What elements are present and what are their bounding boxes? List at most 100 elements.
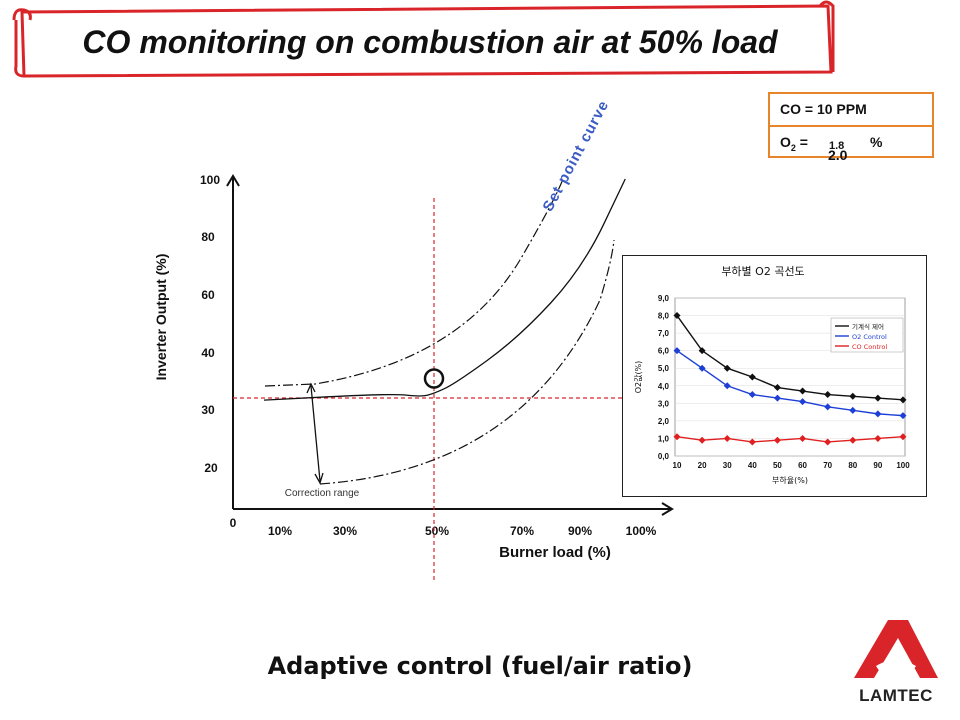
sub-x-tick-label: 100 — [896, 461, 910, 470]
sub-x-tick-label: 70 — [823, 461, 832, 470]
x-axis-title: Burner load (%) — [499, 544, 611, 561]
x-tick-label: 10% — [268, 524, 292, 538]
sub-y-tick-label: 3,0 — [658, 399, 670, 408]
sub-data-point — [849, 436, 857, 444]
title-banner — [12, 0, 835, 78]
sub-data-point — [773, 436, 781, 444]
o2-curve-chart-frame: 부하별 O2 곡선도 0,0 1,0 2,0 3,0 4,0 5,0 6,0 7,0 8,0 9,0… — [622, 255, 927, 497]
sub-data-point — [673, 433, 681, 441]
o2-value-small: 1.8 — [829, 140, 845, 152]
correction-arrow-head-bottom — [314, 472, 324, 485]
set-point-curve — [263, 178, 626, 401]
x-axis-arrow — [661, 502, 674, 516]
y-tick-label: 20 — [204, 461, 218, 475]
sub-data-point — [799, 387, 807, 395]
o2-label: O2 = — [780, 134, 808, 153]
y-tick-label: 60 — [201, 288, 215, 302]
x-tick-label: 50% — [425, 524, 449, 538]
sub-data-point — [799, 434, 807, 442]
sub-y-tick-label: 5,0 — [658, 364, 670, 373]
y-tick-label: 30 — [201, 403, 215, 417]
y-tick-label: 100 — [200, 173, 220, 187]
x-tick-label: 100% — [626, 524, 657, 538]
sub-data-point — [824, 438, 832, 446]
sub-legend-label: O2 Control — [852, 333, 887, 341]
sub-data-point — [748, 391, 756, 399]
sub-series-line — [676, 350, 904, 417]
sub-x-axis-title: 부하율(%) — [772, 475, 808, 485]
sub-data-point — [723, 434, 731, 442]
sub-y-tick-label: 2,0 — [658, 417, 670, 426]
sub-x-tick-label: 40 — [748, 461, 757, 470]
sub-y-tick-label: 0,0 — [658, 452, 670, 461]
sub-x-tick-label: 20 — [698, 461, 707, 470]
sub-data-point — [874, 410, 882, 418]
y-tick-label: 0 — [230, 516, 237, 530]
o2-curve-chart: 부하별 O2 곡선도 0,0 1,0 2,0 3,0 4,0 5,0 6,0 7,0 8,0 9,0… — [633, 264, 910, 485]
x-tick-label: 30% — [333, 524, 357, 538]
sub-y-tick-label: 7,0 — [658, 329, 670, 338]
sub-x-tick-label: 90 — [873, 461, 882, 470]
lamtec-logo — [854, 620, 938, 678]
sub-x-tick-label: 50 — [773, 461, 782, 470]
co-value-row: CO = 10 PPM — [780, 101, 867, 117]
sub-y-axis-title: O2값(%) — [633, 361, 643, 394]
upper-band — [264, 178, 564, 387]
footer-caption: Adaptive control (fuel/air ratio) — [267, 652, 693, 680]
sub-x-tick-label: 80 — [848, 461, 857, 470]
sub-data-point — [723, 364, 731, 372]
sub-x-tick-label: 30 — [723, 461, 732, 470]
sub-data-point — [698, 436, 706, 444]
o2-value-large: 2.0 — [828, 147, 848, 163]
sub-y-tick-label: 1,0 — [658, 434, 670, 443]
sub-data-point — [899, 412, 907, 420]
lower-band — [319, 239, 615, 485]
sub-data-point — [824, 391, 832, 399]
setpoint-chart: 0 20 30 40 60 80 100 10% 30% 50% 70% 90% 100% Burner … — [153, 97, 674, 582]
sub-x-tick-label: 10 — [673, 461, 682, 470]
sub-data-point — [849, 392, 857, 400]
sub-data-point — [849, 406, 857, 414]
operating-point-marker — [423, 368, 445, 389]
sub-data-point — [899, 396, 907, 404]
o2-unit: % — [870, 134, 883, 150]
sub-chart-title: 부하별 O2 곡선도 — [721, 264, 804, 278]
sub-series-line — [676, 435, 904, 443]
correction-arrow-head-top — [306, 382, 316, 394]
sub-data-point — [799, 398, 807, 406]
sub-data-point — [723, 382, 731, 390]
sub-y-tick-label: 6,0 — [658, 347, 670, 356]
o2-value-row: O2 = 1.8 2.0 % — [770, 125, 932, 163]
sub-data-point — [748, 438, 756, 446]
x-tick-label: 70% — [510, 524, 534, 538]
sub-data-point — [773, 394, 781, 402]
sub-y-tick-label: 8,0 — [658, 312, 670, 321]
co-o2-panel: CO = 10 PPM O2 = 1.8 2.0 % — [768, 92, 934, 163]
sub-x-tick-label: 60 — [798, 461, 807, 470]
sub-data-point — [698, 347, 706, 355]
page-title: CO monitoring on combustion air at 50% l… — [82, 24, 778, 60]
sub-y-tick-label: 4,0 — [658, 382, 670, 391]
sub-data-point — [673, 347, 681, 355]
x-tick-label: 90% — [568, 524, 592, 538]
sub-data-point — [874, 434, 882, 442]
y-axis-arrow — [226, 174, 240, 187]
sub-y-tick-label: 9,0 — [658, 294, 670, 303]
y-tick-label: 80 — [201, 230, 215, 244]
y-axis-title: Inverter Output (%) — [153, 254, 169, 381]
y-tick-label: 40 — [201, 346, 215, 360]
sub-legend-label: CO Control — [852, 343, 887, 351]
sub-data-point — [824, 403, 832, 411]
sub-legend-label: 기계식 제어 — [852, 322, 884, 331]
correction-range-label: Correction range — [285, 488, 360, 499]
sub-data-point — [673, 312, 681, 320]
sub-data-point — [748, 373, 756, 381]
set-point-curve-label: Set point curve — [540, 97, 613, 214]
sub-data-point — [899, 433, 907, 441]
lamtec-logo-text: LAMTEC — [859, 686, 933, 705]
sub-series-line — [676, 315, 904, 401]
correction-range-arrow — [310, 385, 321, 482]
sub-data-point — [773, 384, 781, 392]
sub-data-point — [698, 364, 706, 372]
sub-data-point — [874, 394, 882, 402]
